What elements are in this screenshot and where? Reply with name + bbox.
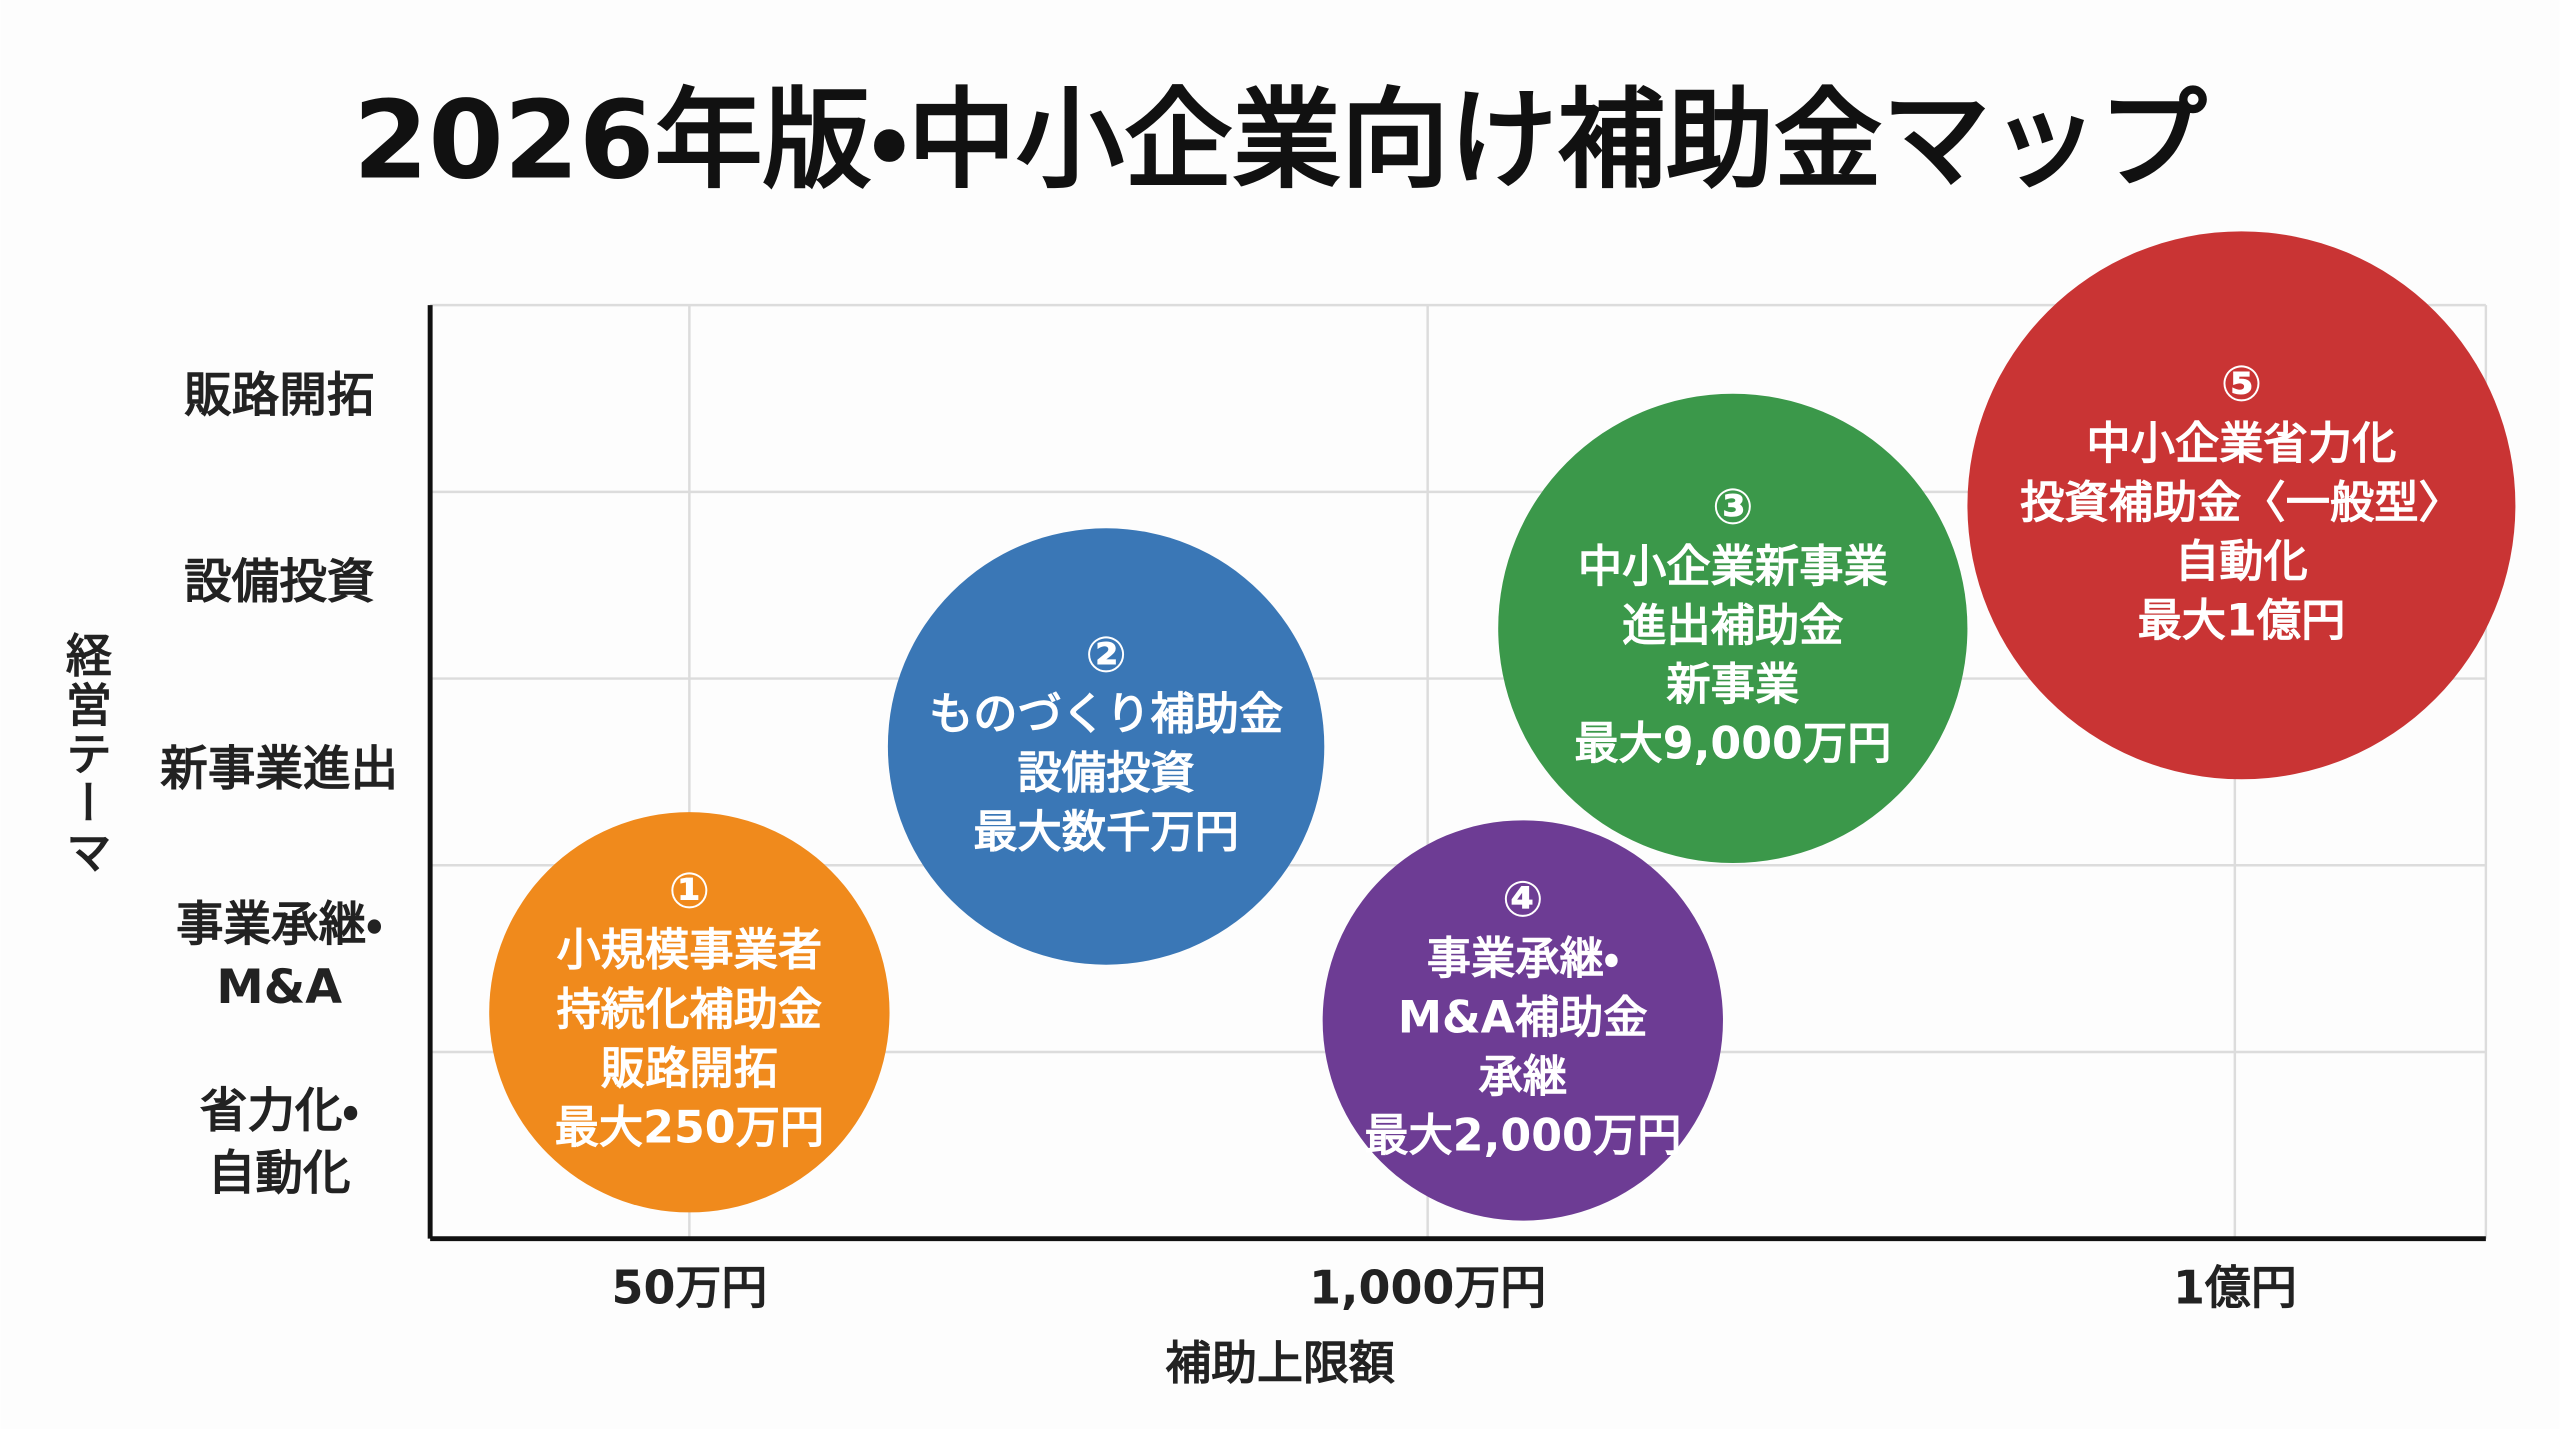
bubble-label: 設備投資 [1018, 748, 1195, 799]
y-tick-label: M&A [216, 960, 342, 1015]
bubble-label: 最大数千万円 [973, 807, 1239, 858]
bubble-number: ④ [1502, 870, 1544, 928]
bubble-label: 自動化 [2175, 536, 2308, 587]
bubble-label: 販路開拓 [601, 1043, 778, 1094]
chart-title: 2026年版・中小企業向け補助金マップ [353, 76, 2208, 203]
bubble [1498, 393, 1968, 863]
y-tick-label: 新事業進出 [160, 742, 398, 797]
bubble-label: 承継 [1479, 1052, 1568, 1103]
bubble-number: ② [1085, 625, 1127, 683]
bubble-number: ⑤ [2221, 355, 2263, 413]
x-axis-title: 補助上限額 [1165, 1336, 1395, 1390]
bubble-label: 投資補助金〈一般型〉 [2020, 477, 2463, 528]
bubble-label: 持続化補助金 [557, 984, 823, 1035]
bubble-label: 最大2,000万円 [1364, 1111, 1681, 1162]
y-tick-label: 事業承継・ [176, 897, 382, 952]
y-tick-label: 設備投資 [184, 555, 374, 610]
bubble-label: M&A補助金 [1398, 992, 1649, 1043]
bubble [1322, 820, 1723, 1221]
bubble-label: 進出補助金 [1622, 600, 1844, 651]
y-tick-label: 自動化 [208, 1147, 351, 1202]
bubble [1967, 231, 2516, 780]
x-tick-label: 1,000万円 [1309, 1261, 1546, 1315]
bubble-label: 事業承継・ [1427, 933, 1619, 984]
bubble-label: 中小企業新事業 [1578, 541, 1889, 592]
bubble-label: 最大250万円 [555, 1102, 825, 1153]
y-axis-title: 経営テーマ [59, 632, 113, 878]
bubble-label: 小規模事業者 [557, 925, 823, 976]
bubble-label: 最大1億円 [2137, 595, 2345, 646]
bubble-label: 中小企業省力化 [2086, 418, 2396, 469]
bubble-number: ③ [1712, 478, 1754, 536]
bubble-label: ものづくり補助金 [929, 689, 1284, 740]
bubble [489, 812, 890, 1213]
bubble-label: 最大9,000万円 [1574, 718, 1891, 769]
bubble-label: 新事業 [1666, 659, 1800, 710]
x-tick-label: 50万円 [611, 1261, 767, 1315]
y-tick-label: 販路開拓 [184, 369, 374, 424]
y-tick-label: 省力化・ [200, 1084, 359, 1139]
x-tick-label: 1億円 [2173, 1261, 2297, 1315]
bubble-number: ① [669, 862, 711, 920]
bubble [887, 528, 1325, 965]
